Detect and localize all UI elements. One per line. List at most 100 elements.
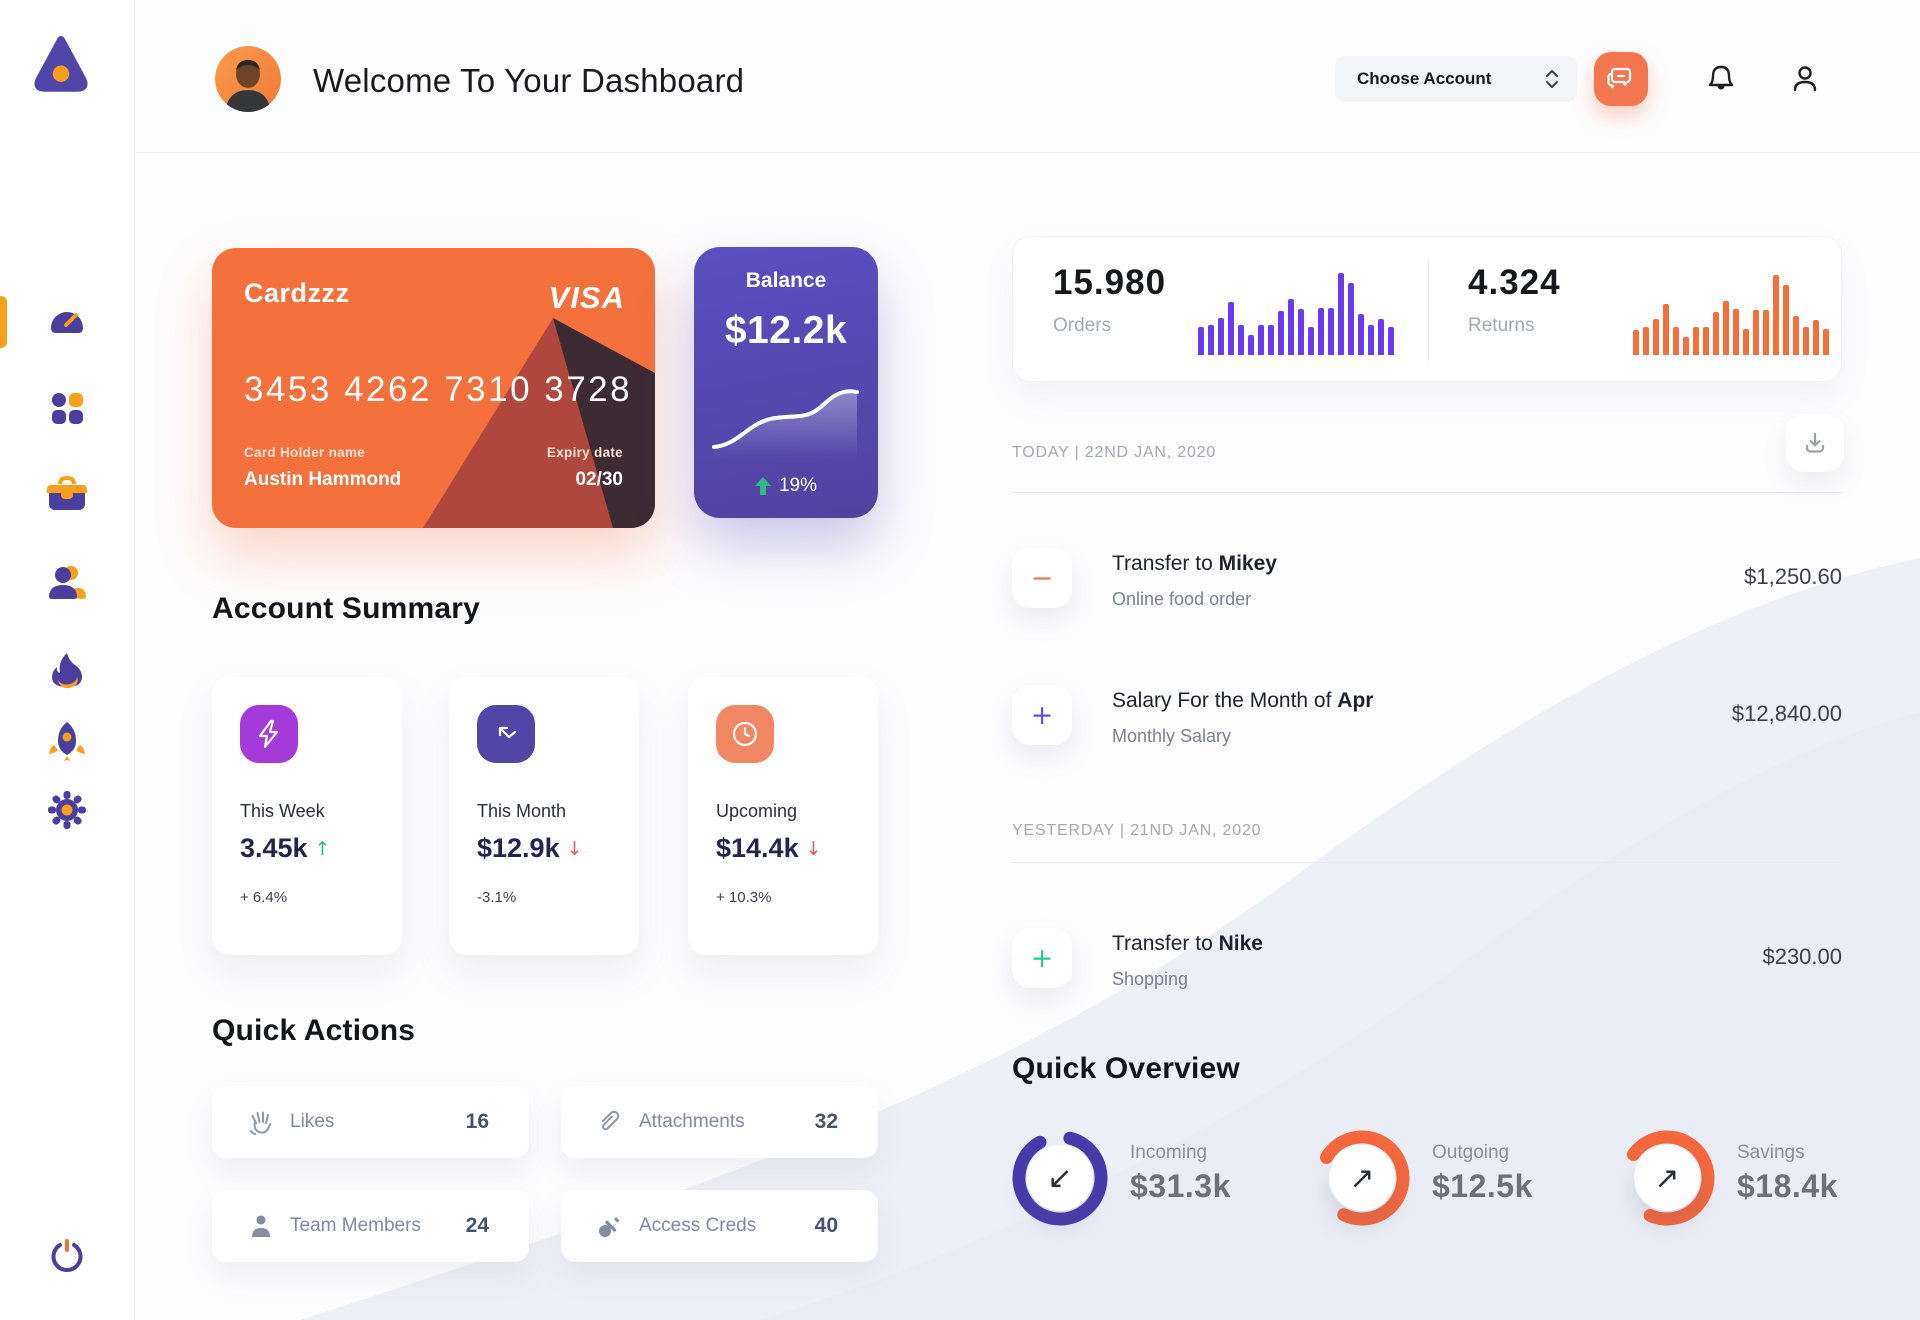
quick-action-count: 40 xyxy=(814,1214,838,1237)
quick-overview-heading: Quick Overview xyxy=(1012,1052,1240,1085)
up-arrow-icon xyxy=(754,477,771,495)
card-holder-label: Card Holder name xyxy=(244,445,366,460)
orders-label: Orders xyxy=(1053,315,1112,336)
sidebar-item-launch[interactable] xyxy=(43,716,91,764)
tx-amount: $230.00 xyxy=(1762,944,1842,969)
balance-value: $12.2k xyxy=(724,309,848,352)
card-expiry-label: Expiry date xyxy=(546,445,623,460)
quick-action-attachments[interactable]: Attachments 32 xyxy=(561,1086,878,1158)
sidebar-item-team[interactable] xyxy=(43,558,91,606)
sidebar-item-logout[interactable] xyxy=(43,1232,91,1280)
divider xyxy=(1012,492,1842,493)
clock-icon xyxy=(716,705,774,763)
chat-button[interactable] xyxy=(1594,52,1648,106)
orders-returns-card: 15.980 Orders 4.324 Returns xyxy=(1012,236,1842,382)
overview-value: $12.5k xyxy=(1432,1168,1533,1204)
outgoing-arrow-icon: ↗ xyxy=(1329,1145,1395,1211)
trend-arrow-icon xyxy=(477,705,535,763)
outgoing-ring: ↗ xyxy=(1314,1130,1410,1226)
overview-outgoing: ↗ Outgoing $12.5k xyxy=(1314,1130,1532,1226)
sidebar-item-briefcase[interactable] xyxy=(43,470,91,518)
quick-action-count: 16 xyxy=(465,1110,489,1133)
flame-icon xyxy=(52,653,82,689)
summary-value: 3.45k xyxy=(240,833,308,863)
download-icon xyxy=(1805,432,1825,453)
tx-subtitle: Shopping xyxy=(1112,969,1189,989)
plus-icon: + xyxy=(1012,685,1072,745)
power-icon xyxy=(51,1239,83,1272)
divider xyxy=(1012,862,1842,863)
savings-ring: ↗ xyxy=(1619,1130,1715,1226)
account-select-label: Choose Account xyxy=(1357,69,1492,88)
tx-title-text: Salary For the Month of xyxy=(1112,689,1338,712)
summary-change: -3.1% xyxy=(477,889,517,906)
lightning-icon xyxy=(240,705,298,763)
notifications-button[interactable] xyxy=(1702,60,1740,98)
overview-label: Savings xyxy=(1737,1142,1805,1163)
tx-amount: $12,840.00 xyxy=(1731,701,1842,726)
overview-value: $31.3k xyxy=(1130,1168,1231,1204)
transactions-date-yesterday: YESTERDAY | 21ND JAN, 2020 xyxy=(1012,822,1262,839)
app-logo[interactable] xyxy=(26,30,96,100)
trend-down-arrow: ↓ xyxy=(805,837,822,860)
card-expiry: 02/30 xyxy=(575,469,623,490)
transaction-row-mikey[interactable]: − Transfer to Mikey Online food order $1… xyxy=(1012,548,1842,609)
sidebar-item-settings[interactable] xyxy=(43,786,91,834)
rocket-icon xyxy=(49,722,85,761)
download-button[interactable] xyxy=(1786,414,1844,472)
summary-card-this-week: This Week 3.45k ↑ + 6.4% xyxy=(212,677,402,955)
transaction-row-salary[interactable]: + Salary For the Month of Apr Monthly Sa… xyxy=(1012,685,1842,746)
sidebar-item-dashboard[interactable] xyxy=(43,296,91,344)
summary-card-upcoming: Upcoming $14.4k ↓ + 10.3% xyxy=(688,677,878,955)
returns-sparkline xyxy=(1633,271,1829,355)
overview-savings: ↗ Savings $18.4k xyxy=(1619,1130,1837,1226)
tx-title-bold: Apr xyxy=(1337,689,1374,712)
summary-label: This Month xyxy=(477,801,567,821)
card-number: 3453 4262 7310 3728 xyxy=(244,370,633,409)
quick-action-label: Access Creds xyxy=(639,1215,757,1236)
transactions-date-today: TODAY | 22ND JAN, 2020 xyxy=(1012,444,1217,461)
orders-value: 15.980 xyxy=(1053,263,1167,302)
user-icon xyxy=(1793,66,1817,92)
profile-button[interactable] xyxy=(1786,60,1824,98)
quick-action-label: Team Members xyxy=(290,1215,421,1236)
stats-divider xyxy=(1428,259,1429,361)
avatar[interactable] xyxy=(215,46,281,112)
quick-action-access-creds[interactable]: Access Creds 40 xyxy=(561,1190,878,1262)
tx-title-bold: Nike xyxy=(1218,932,1263,955)
transaction-row-nike[interactable]: + Transfer to Nike Shopping $230.00 xyxy=(1012,928,1842,989)
select-chevrons-icon xyxy=(1546,70,1558,88)
tx-subtitle: Monthly Salary xyxy=(1112,726,1232,746)
tx-subtitle: Online food order xyxy=(1112,589,1252,609)
account-select[interactable]: Choose Account xyxy=(1335,56,1577,102)
card-name: Cardzzz xyxy=(244,278,350,308)
summary-change: + 10.3% xyxy=(716,889,772,906)
incoming-arrow-icon: ↙ xyxy=(1027,1145,1093,1211)
returns-value: 4.324 xyxy=(1468,263,1561,302)
sidebar-item-apps[interactable] xyxy=(43,384,91,432)
quick-actions-heading: Quick Actions xyxy=(212,1014,416,1047)
paperclip-icon xyxy=(595,1108,625,1136)
header-divider xyxy=(136,152,1920,153)
savings-arrow-icon: ↗ xyxy=(1634,1145,1700,1211)
overview-incoming: ↙ Incoming $31.3k xyxy=(1012,1130,1230,1226)
quick-action-label: Attachments xyxy=(639,1111,745,1132)
apps-grid-icon xyxy=(52,393,83,424)
tx-title-text: Transfer to xyxy=(1112,932,1219,955)
avatar-image xyxy=(215,46,281,112)
sidebar-item-activity[interactable] xyxy=(43,646,91,694)
summary-card-this-month: This Month $12.9k ↓ -3.1% xyxy=(449,677,639,955)
quick-action-team-members[interactable]: Team Members 24 xyxy=(212,1190,529,1262)
balance-card: Balance $12.2k 19% xyxy=(694,247,878,518)
tx-title-text: Transfer to xyxy=(1112,552,1219,575)
tx-title-bold: Mikey xyxy=(1218,552,1277,575)
sidebar xyxy=(0,0,135,1320)
trend-up-arrow: ↑ xyxy=(314,837,331,860)
active-nav-indicator xyxy=(0,296,7,348)
quick-action-likes[interactable]: Likes 16 xyxy=(212,1086,529,1158)
incoming-ring: ↙ xyxy=(1012,1130,1108,1226)
card-holder-name: Austin Hammond xyxy=(244,469,402,490)
card-pyramid-graphic xyxy=(423,318,655,528)
balance-sparkline xyxy=(712,389,859,459)
